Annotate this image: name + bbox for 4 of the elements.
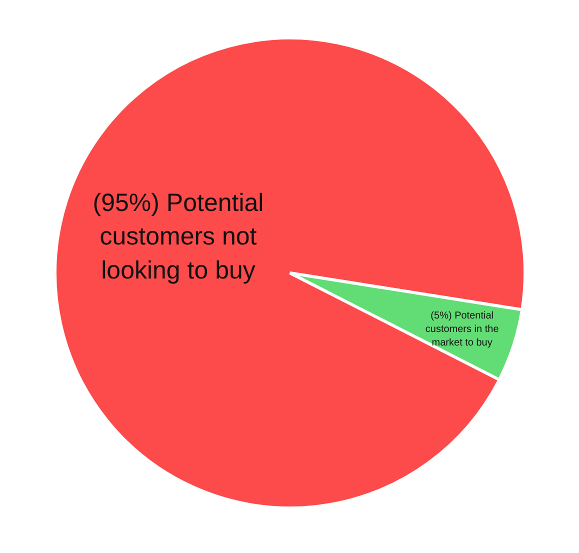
- pie-slice: [54, 36, 526, 510]
- pie-slice: [288, 272, 524, 382]
- slice-label: (95%) Potential customers not looking to buy: [92, 188, 264, 284]
- slice-label: (5%) Potential customers in the market to buy: [425, 310, 500, 348]
